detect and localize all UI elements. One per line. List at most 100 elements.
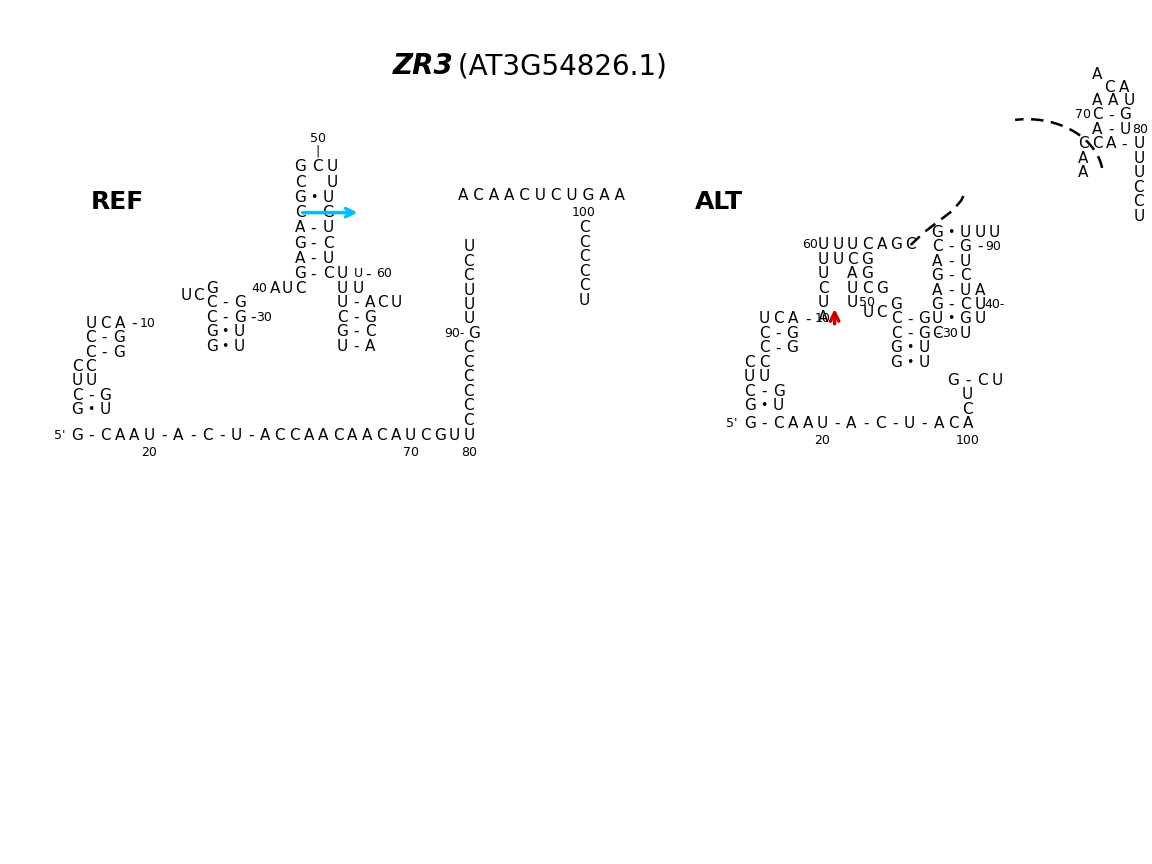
Text: U: U [932,311,943,327]
Text: U: U [847,281,858,295]
Text: U: U [991,372,1002,388]
Text: 10: 10 [814,313,831,326]
Text: A: A [1078,165,1089,181]
Text: U: U [71,373,83,389]
Text: A: A [877,238,887,252]
Text: G: G [744,398,756,413]
Text: -: - [907,326,912,341]
Text: U: U [833,238,843,252]
Text: G: G [294,190,306,205]
Text: C: C [206,309,217,325]
Text: 50: 50 [859,296,876,309]
Text: U: U [336,295,348,310]
Text: 30: 30 [942,327,957,340]
Text: G: G [890,297,902,312]
Text: G: G [113,345,124,359]
Text: -: - [365,266,371,282]
Text: A: A [318,428,328,443]
Text: -: - [977,239,983,254]
Text: U: U [354,267,363,281]
Text: U: U [100,403,111,417]
Text: -: - [101,345,107,359]
Text: 40: 40 [252,282,267,295]
Text: C: C [578,220,590,236]
Text: C: C [312,159,324,175]
Text: C: C [323,266,333,282]
Text: A: A [975,283,985,297]
Text: -: - [1108,107,1114,123]
Text: 70: 70 [403,446,418,459]
Text: G: G [336,324,348,340]
Text: G: G [206,281,218,295]
Text: C: C [960,268,971,283]
Text: |: | [316,145,320,158]
Text: C: C [1134,194,1144,209]
Text: -: - [893,416,897,431]
Text: C: C [932,326,942,341]
Text: -: - [775,326,780,341]
Text: G: G [960,239,971,254]
Text: 80: 80 [1132,123,1149,136]
Text: •: • [905,341,914,354]
Text: U: U [1134,150,1144,166]
Text: U: U [960,326,971,341]
Text: C: C [85,359,96,374]
Text: U: U [391,295,402,310]
Text: C: C [960,297,971,312]
Text: U: U [463,311,475,327]
Text: C: C [862,281,872,295]
Text: C: C [420,428,431,443]
Text: -: - [88,388,93,403]
Text: -: - [761,416,767,431]
Text: C: C [905,238,916,252]
Text: C: C [333,428,343,443]
Text: G: G [113,330,124,345]
Text: C: C [818,281,828,295]
Text: U: U [744,369,756,384]
Text: C: C [977,372,987,388]
Text: 30: 30 [256,311,272,324]
Text: U: U [234,324,245,340]
Text: G: G [918,326,930,341]
Text: C: C [773,416,785,431]
Text: C: C [1134,180,1144,194]
Text: G: G [294,159,306,175]
Text: C: C [877,306,887,321]
Text: U: U [1123,93,1135,108]
Text: A: A [348,428,358,443]
Text: C: C [1105,80,1115,95]
Text: REF: REF [91,190,144,214]
Text: A: A [115,428,126,443]
Text: G: G [71,403,83,417]
Text: U: U [818,238,829,252]
Text: -: - [907,311,912,327]
Text: -: - [354,295,358,310]
Text: 20: 20 [814,434,831,447]
Text: C: C [463,268,475,283]
Text: C: C [847,252,858,267]
Text: G: G [234,309,245,325]
Text: A: A [932,283,942,297]
Text: U: U [833,252,843,267]
Text: C: C [463,355,475,370]
Text: •: • [88,403,94,416]
Text: 90: 90 [985,240,1001,253]
Text: 70: 70 [1075,108,1091,122]
Text: G: G [234,295,245,310]
Text: 100: 100 [956,434,979,447]
Text: C: C [463,254,475,269]
Text: -: - [948,268,954,283]
Text: C: C [1077,137,1089,151]
Text: U: U [234,339,245,353]
Text: U: U [1120,122,1131,137]
Text: A: A [362,428,372,443]
Text: G: G [744,416,756,431]
Text: G: G [947,372,960,388]
Text: •: • [947,313,955,326]
Text: A: A [1092,122,1102,137]
Text: C: C [463,398,475,413]
Text: U: U [1134,165,1144,181]
Text: A: A [803,416,813,431]
Text: G: G [918,311,930,327]
Text: C: C [759,355,770,370]
